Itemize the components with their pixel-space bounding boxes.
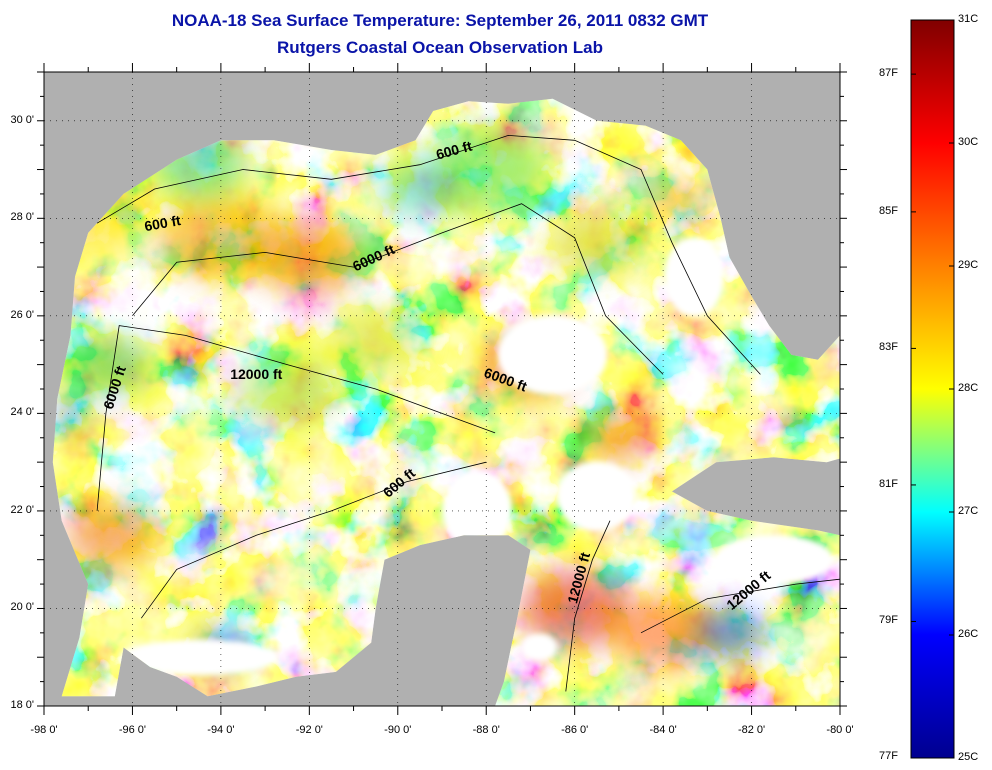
lon-tick-label: -94 0' xyxy=(207,724,235,736)
depth-contour xyxy=(140,461,487,619)
fahrenheit-label: 81F xyxy=(879,477,898,490)
fahrenheit-label: 83F xyxy=(879,341,898,354)
sst-anomaly xyxy=(52,400,89,426)
lat-tick-label: 24 0' xyxy=(10,406,34,419)
sst-anomaly xyxy=(613,597,714,668)
sst-anomaly xyxy=(330,308,421,372)
sst-anomaly xyxy=(254,218,365,296)
cloud-mask xyxy=(497,314,608,395)
graticule xyxy=(44,72,840,706)
fahrenheit-label: 87F xyxy=(879,67,898,80)
contour-label: 600 ft xyxy=(143,212,182,234)
fahrenheit-label: 79F xyxy=(879,614,898,627)
map-title: NOAA-18 Sea Surface Temperature: Septemb… xyxy=(171,11,709,30)
cloud-mask xyxy=(713,534,834,585)
sst-anomaly xyxy=(65,503,156,567)
celsius-label: 28C xyxy=(958,382,979,394)
lat-tick-label: 20 0' xyxy=(10,601,34,614)
celsius-label: 31C xyxy=(958,13,979,25)
cloud-mask xyxy=(118,639,279,676)
sst-anomaly xyxy=(583,413,654,463)
lon-tick-label: -96 0' xyxy=(118,724,147,736)
fahrenheit-label: 77F xyxy=(879,750,898,762)
sst-anomaly xyxy=(160,195,281,280)
sst-anomaly xyxy=(646,181,697,217)
lat-tick-label: 26 0' xyxy=(10,308,34,321)
cloud-mask xyxy=(521,633,558,662)
celsius-label: 25C xyxy=(958,751,979,763)
lon-tick-label: -98 0' xyxy=(30,724,58,736)
depth-contour xyxy=(565,520,611,692)
lat-tick-label: 28 0' xyxy=(10,211,34,224)
celsius-label: 27C xyxy=(958,505,979,517)
lon-tick-label: -82 0' xyxy=(737,724,766,736)
celsius-label: 29C xyxy=(958,259,979,271)
cloud-mask xyxy=(442,470,513,551)
lon-tick-label: -80 0' xyxy=(826,724,854,736)
sst-anomaly xyxy=(694,608,765,658)
lon-tick-label: -84 0' xyxy=(649,724,677,736)
axis-ticks xyxy=(37,63,847,715)
sst-anomaly xyxy=(519,569,630,647)
lat-tick-label: 18 0' xyxy=(10,699,34,711)
lon-tick-label: -92 0' xyxy=(295,724,323,736)
lat-tick-label: 22 0' xyxy=(10,503,34,516)
depth-contour xyxy=(96,134,761,375)
sst-anomaly xyxy=(70,336,151,393)
sst-anomaly xyxy=(379,161,460,218)
lon-tick-label: -86 0' xyxy=(561,724,589,736)
cloud-mask xyxy=(664,236,725,317)
depth-contour xyxy=(96,325,496,511)
colorbar-ticks xyxy=(911,19,954,759)
celsius-label: 26C xyxy=(958,628,979,640)
depth-contour xyxy=(640,578,840,634)
sst-anomaly xyxy=(551,211,642,275)
lon-tick-label: -90 0' xyxy=(384,724,412,736)
fahrenheit-label: 85F xyxy=(879,204,898,217)
depth-contour xyxy=(132,203,664,375)
bathymetry-contours xyxy=(96,134,840,692)
colorbar xyxy=(910,19,955,759)
map-subtitle: Rutgers Coastal Ocean Observation Lab xyxy=(277,38,603,57)
lon-tick-label: -88 0' xyxy=(472,724,500,736)
lat-tick-label: 30 0' xyxy=(10,113,34,126)
contour-label: 12000 ft xyxy=(230,366,282,382)
cloud-mask xyxy=(556,461,637,532)
celsius-label: 30C xyxy=(958,136,979,148)
